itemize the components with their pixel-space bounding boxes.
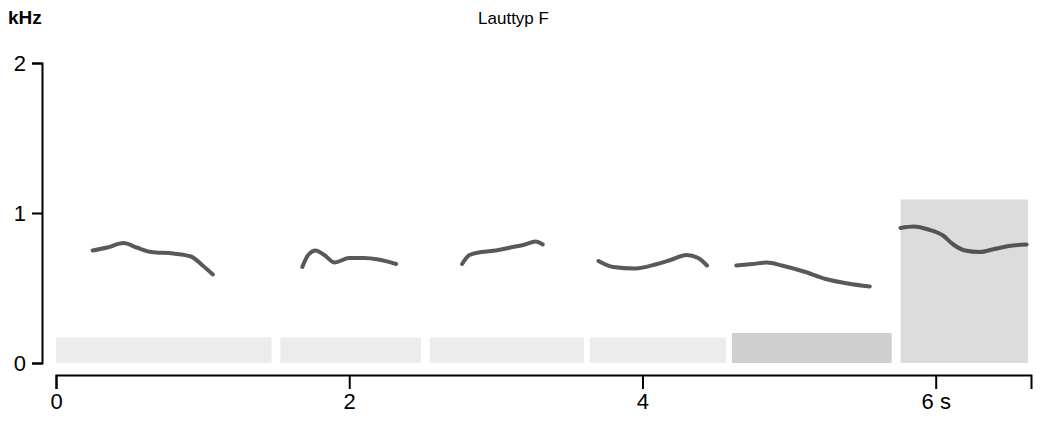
x-tick-label: 4 bbox=[637, 389, 649, 414]
title: Lauttyp F bbox=[478, 9, 549, 28]
y-tick-mark bbox=[32, 363, 42, 365]
y-tick-mark bbox=[32, 63, 42, 65]
x-tick-mark bbox=[935, 375, 937, 389]
x-tick: 2 bbox=[344, 375, 356, 414]
y-tick-label: 1 bbox=[14, 201, 26, 226]
x-tick-mark bbox=[349, 375, 351, 389]
y-tick: 0 bbox=[14, 351, 42, 376]
y-axis-line bbox=[32, 64, 43, 364]
call-contour bbox=[302, 251, 396, 268]
spectrogram-panel bbox=[280, 338, 421, 364]
x-tick-label: 6 s bbox=[922, 389, 951, 414]
x-tick-label: 2 bbox=[344, 389, 356, 414]
x-axis: 0 2 4 6 s bbox=[50, 375, 1031, 414]
plot-area bbox=[56, 200, 1028, 364]
x-tick-mark bbox=[56, 375, 58, 389]
y-tick: 2 bbox=[14, 51, 42, 76]
y-axis-title: kHz bbox=[8, 7, 42, 28]
x-tick: 4 bbox=[637, 375, 649, 414]
call-contour bbox=[736, 263, 869, 287]
y-tick-label: 2 bbox=[14, 51, 26, 76]
y-tick-label: 0 bbox=[14, 351, 26, 376]
call-contour bbox=[93, 243, 213, 275]
spectrogram-panel bbox=[901, 200, 1029, 364]
x-tick: 0 bbox=[50, 375, 62, 414]
y-tick-mark bbox=[32, 213, 42, 215]
spectrogram-panel bbox=[56, 338, 272, 364]
spectrogram-panel bbox=[732, 333, 892, 363]
x-tick-mark bbox=[642, 375, 644, 389]
chart: 0 1 2 0 2 4 6 s Lauttyp F kHz bbox=[0, 0, 1045, 423]
x-axis-line bbox=[57, 376, 1032, 390]
call-contour bbox=[598, 255, 706, 269]
spectrogram-panel bbox=[590, 338, 726, 364]
x-tick-label: 0 bbox=[50, 389, 62, 414]
call-contour bbox=[901, 227, 1027, 253]
x-tick: 6 s bbox=[922, 375, 951, 414]
call-contour bbox=[462, 242, 543, 265]
y-tick: 1 bbox=[14, 201, 42, 226]
y-axis: 0 1 2 bbox=[14, 51, 43, 376]
spectrogram-panel bbox=[430, 338, 584, 364]
